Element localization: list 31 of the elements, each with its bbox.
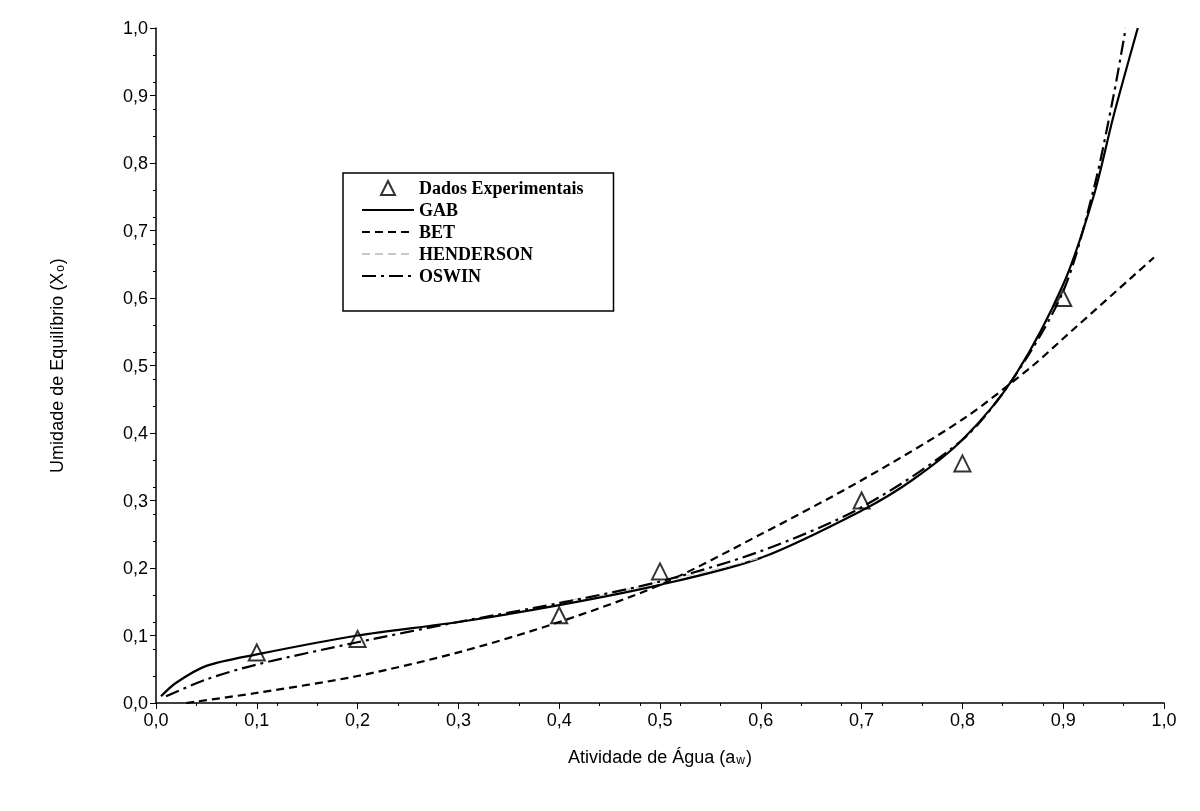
y-tick-label: 0,5 [122,355,148,376]
x-tick-label: 0,6 [748,710,774,730]
x-tick-label: 0,9 [1050,710,1076,730]
y-tick-label: 0,4 [122,423,148,443]
x-tick-label: 0,5 [647,710,673,730]
y-axis-title: Umidade de Equilíbrio (Xo) [47,258,67,473]
point [953,454,972,473]
x-tick-label: 0,3 [445,710,471,730]
x-tick-label: 0,4 [546,710,572,730]
y-tick-label: 0,6 [122,288,148,308]
y-tick-label: 0,8 [122,153,148,173]
y-tick-label: 0,1 [122,625,148,646]
legend-label: BET [419,222,456,242]
legend-label: GAB [419,200,459,220]
y-tick-label: 0,9 [122,85,148,106]
x-tick-label: 0,2 [345,710,371,730]
y-tick-label: 0,2 [122,558,148,578]
x-tick-label: 0,1 [244,710,270,730]
legend-label: OSWIN [419,266,482,286]
x-axis-title: Atividade de Água (aw) [568,747,752,767]
x-tick-label: 0,7 [849,710,875,730]
y-tick-label: 0,7 [122,220,148,241]
y-tick-label: 0,3 [122,490,148,511]
x-tick-label: 0,8 [949,710,975,730]
y-tick-label: 1,0 [122,18,148,38]
point [651,562,669,581]
x-tick-label: 1,0 [1151,710,1177,730]
legend-label: Dados Experimentais [419,178,584,198]
legend-label: HENDERSON [419,244,534,264]
y-tick-label: 0,0 [122,693,148,713]
x-tick-label: 0,0 [143,710,169,730]
